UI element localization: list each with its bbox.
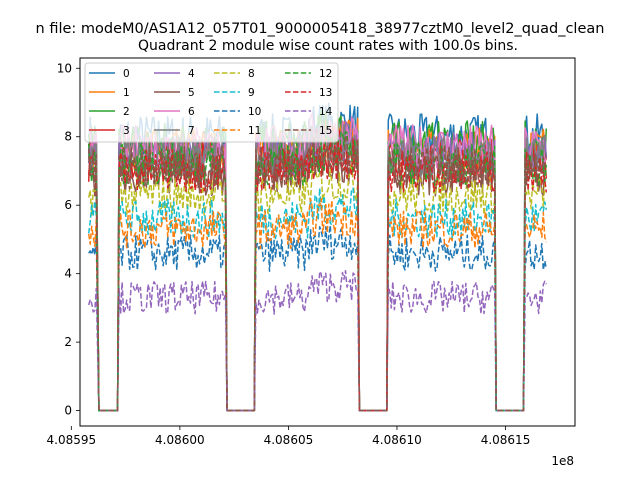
legend-label: 10 [248,106,261,118]
legend-label: 13 [319,87,332,99]
legend-label: 12 [319,68,332,80]
axes-frame [79,57,576,427]
y-tick-label: 6 [64,198,72,212]
y-tick-label: 4 [64,267,72,281]
y-tick-label: 8 [64,130,72,144]
legend-label: 15 [319,125,332,137]
chart-title: Quadrant 2 module wise count rates with … [138,38,518,54]
series-line-10 [88,224,548,412]
figure-suptitle: n file: modeM0/AS1A12_057T01_9000005418_… [36,21,605,37]
legend-label: 8 [248,68,255,80]
x-tick-label: 4.08605 [264,433,314,447]
legend-label: 5 [188,87,195,99]
series-line-11 [87,197,548,412]
legend-label: 3 [123,125,130,137]
x-tick-label: 4.08600 [155,433,205,447]
legend-label: 4 [188,68,195,80]
series-line-9 [87,187,548,412]
series-layer [87,102,548,412]
legend-label: 7 [188,125,195,137]
y-tick-label: 10 [57,61,72,75]
series-line-13 [87,138,548,412]
x-tick-label: 4.08615 [481,433,531,447]
legend-label: 14 [319,106,333,118]
legend-label: 2 [123,106,130,118]
legend-label: 6 [188,106,195,118]
ticks-layer: 4.08595 4.08600 4.08605 4.08610 4.08615 0 2 4 6 8… [47,61,531,447]
legend-label: 9 [248,87,255,99]
legend-label: 0 [123,68,130,80]
series-line-14 [87,269,547,412]
legend-label: 1 [123,87,130,99]
y-tick-label: 2 [64,335,72,349]
y-tick-label: 0 [64,404,72,418]
x-tick-label: 4.08595 [47,433,97,447]
x-tick-label: 4.08610 [372,433,422,447]
legend-box [84,62,339,143]
legend-label: 11 [248,125,261,137]
x-offset-label: 1e8 [551,454,574,468]
